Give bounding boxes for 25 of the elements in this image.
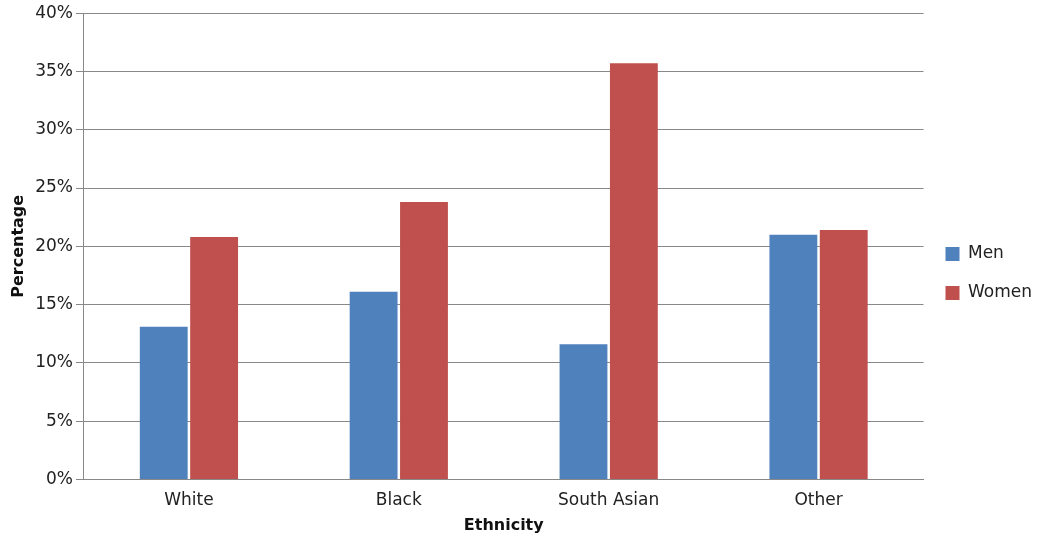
bar bbox=[769, 234, 818, 479]
x-tick-label: Other bbox=[794, 489, 843, 510]
x-tick-label: Black bbox=[375, 489, 422, 510]
bar bbox=[609, 63, 658, 479]
y-tick-label: 25% bbox=[35, 176, 73, 197]
y-tick-label: 10% bbox=[35, 351, 73, 372]
bar bbox=[400, 202, 448, 479]
y-tick-label: 0% bbox=[46, 467, 73, 488]
x-tick-label: South Asian bbox=[558, 489, 660, 510]
bar bbox=[139, 326, 188, 479]
bar bbox=[559, 344, 608, 479]
bar bbox=[190, 236, 239, 479]
legend-label: Women bbox=[967, 281, 1033, 302]
bar bbox=[819, 229, 868, 479]
y-tick-label: 30% bbox=[35, 118, 73, 139]
y-tick-label: 5% bbox=[46, 409, 73, 430]
x-axis-title: Ethnicity bbox=[463, 514, 545, 534]
y-tick-label: 20% bbox=[35, 234, 73, 255]
y-axis-title: Percentage bbox=[7, 194, 27, 298]
x-tick-label: White bbox=[164, 489, 214, 510]
y-tick-label: 15% bbox=[35, 293, 73, 313]
legend-label: Men bbox=[967, 242, 1004, 263]
y-tick-label: 40% bbox=[35, 1, 73, 22]
bar bbox=[349, 291, 398, 479]
y-tick-label: 35% bbox=[35, 59, 73, 80]
